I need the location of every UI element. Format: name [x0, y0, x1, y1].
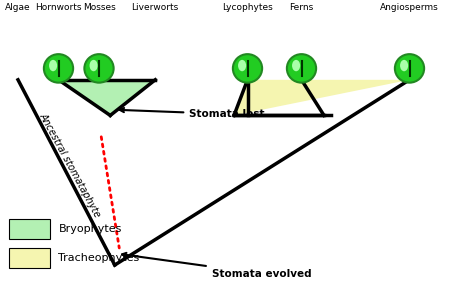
Ellipse shape — [287, 54, 316, 83]
Text: Hornworts: Hornworts — [35, 3, 82, 12]
Text: Stomata lost: Stomata lost — [120, 108, 265, 119]
FancyBboxPatch shape — [9, 219, 50, 239]
Ellipse shape — [233, 54, 262, 83]
Ellipse shape — [292, 60, 300, 71]
Ellipse shape — [400, 60, 408, 71]
Ellipse shape — [395, 54, 424, 83]
Ellipse shape — [238, 60, 246, 71]
Text: Ancestral stomataphyte: Ancestral stomataphyte — [37, 111, 102, 219]
Ellipse shape — [44, 54, 73, 83]
Text: Stomata evolved: Stomata evolved — [122, 253, 311, 279]
Ellipse shape — [90, 60, 98, 71]
FancyBboxPatch shape — [9, 248, 50, 268]
Polygon shape — [234, 80, 410, 115]
Text: Ferns: Ferns — [289, 3, 314, 12]
Polygon shape — [58, 80, 155, 115]
Ellipse shape — [49, 60, 57, 71]
Text: Angiosperms: Angiosperms — [380, 3, 439, 12]
Text: Mosses: Mosses — [83, 3, 115, 12]
Text: Liverworts: Liverworts — [131, 3, 179, 12]
Ellipse shape — [85, 54, 113, 83]
Text: Lycophytes: Lycophytes — [222, 3, 273, 12]
Text: Tracheophytes: Tracheophytes — [58, 253, 140, 263]
Text: Algae: Algae — [5, 3, 31, 12]
Text: Bryophytes: Bryophytes — [58, 224, 122, 235]
